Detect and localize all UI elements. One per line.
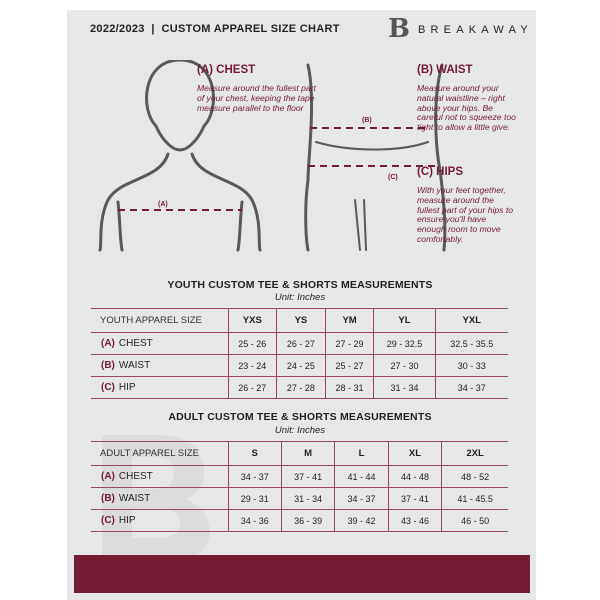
measurement-label: (A) CHEST [91,465,228,488]
page-title: 2022/2023 | CUSTOM APPAREL SIZE CHART [90,23,340,35]
brand-name: BREAKAWAY [418,24,533,36]
table-row: (C) HIP 26 - 27 27 - 28 28 - 31 31 - 34 34 - 3… [91,376,508,399]
hips-heading: (C) HIPS [417,166,463,178]
size-header: YM [324,308,374,333]
torso-right [434,63,447,252]
size-value-cell: 26 - 27 [227,376,277,399]
measurement-letter: (B) [101,360,115,371]
size-value-cell: 30 - 33 [434,354,508,377]
row-label-header: YOUTH APPAREL SIZE [91,308,228,333]
footer-band [74,555,530,593]
measurement-label: (A) CHEST [91,332,228,355]
size-value-cell: 26 - 27 [276,332,326,355]
size-value-cell: 39 - 42 [334,509,389,532]
hips-marker: (C) [388,174,398,181]
measurement-label: (B) WAIST [91,354,228,377]
adult-section-title: ADULT CUSTOM TEE & SHORTS MEASUREMENTS [168,411,432,423]
measurement-letter: (A) [101,338,115,349]
size-value-cell: 31 - 34 [280,487,335,510]
measurement-name: WAIST [118,493,151,504]
youth-size-table: YOUTH APPAREL SIZE YXS YS YM YL YXL (A) CHEST 25… [91,308,508,399]
measurement-label: (C) HIP [91,376,228,399]
left-shoulder [98,152,170,252]
right-shoulder [190,152,262,252]
size-value-cell: 23 - 24 [227,354,277,377]
table-row: (A) CHEST 34 - 37 37 - 41 41 - 44 44 - 48 48 -… [91,465,508,488]
size-value-cell: 25 - 27 [324,354,374,377]
size-header: YL [373,308,436,333]
size-header: XL [387,441,442,466]
size-value-cell: 34 - 37 [227,465,282,488]
row-label-header: ADULT APPAREL SIZE [91,441,228,466]
measurement-name: WAIST [118,360,151,371]
size-value-cell: 34 - 36 [227,509,282,532]
measurement-name: HIP [118,382,136,393]
waist-heading: (B) WAIST [417,64,473,76]
table-header-row: ADULT APPAREL SIZE S M L XL 2XL [91,441,508,466]
hips-description: With your feet together, measure around … [417,185,514,244]
size-value-cell: 28 - 31 [324,376,374,399]
chest-marker: (A) [158,201,168,208]
size-value-cell: 31 - 34 [373,376,436,399]
table-row: (B) WAIST 23 - 24 24 - 25 25 - 27 27 - 30 30 -… [91,354,508,377]
size-value-cell: 37 - 41 [280,465,335,488]
size-header: YXS [227,308,277,333]
size-header: 2XL [441,441,508,466]
size-value-cell: 48 - 52 [441,465,508,488]
waist-marker: (B) [362,117,372,124]
size-value-cell: 29 - 31 [227,487,282,510]
size-value-cell: 27 - 28 [276,376,326,399]
measurement-letter: (C) [101,382,115,393]
measurement-letter: (C) [101,515,115,526]
size-value-cell: 41 - 45.5 [441,487,508,510]
table-row: (C) HIP 34 - 36 36 - 39 39 - 42 43 - 46 46 - 5… [91,509,508,532]
chest-description: Measure around the fullest part of your … [197,83,316,113]
size-value-cell: 41 - 44 [334,465,389,488]
size-value-cell: 37 - 41 [387,487,442,510]
size-header: L [334,441,389,466]
size-value-cell: 43 - 46 [387,509,442,532]
chest-heading: (A) CHEST [197,64,256,76]
size-header: YS [276,308,326,333]
measurement-letter: (B) [101,493,115,504]
brand-logo-icon: B [388,14,410,44]
size-value-cell: 44 - 48 [387,465,442,488]
torso-left [304,63,314,252]
size-value-cell: 27 - 30 [373,354,436,377]
size-header: YXL [434,308,508,333]
table-header-row: YOUTH APPAREL SIZE YXS YS YM YL YXL [91,308,508,333]
measurement-label: (B) WAIST [91,487,228,510]
adult-size-table: ADULT APPAREL SIZE S M L XL 2XL (A) CHEST 34 - 3… [91,441,508,532]
body-figures-illustration: (A) (B) (C) [98,60,447,252]
size-header: S [227,441,282,466]
adult-unit: Unit: Inches [274,425,326,436]
size-value-cell: 32.5 - 35.5 [434,332,508,355]
measurement-letter: (A) [101,471,115,482]
table-row: (B) WAIST 29 - 31 31 - 34 34 - 37 37 - 41 41 -… [91,487,508,510]
size-header: M [280,441,335,466]
measurement-label: (C) HIP [91,509,228,532]
size-value-cell: 46 - 50 [441,509,508,532]
size-value-cell: 34 - 37 [434,376,508,399]
size-value-cell: 29 - 32.5 [373,332,436,355]
size-value-cell: 36 - 39 [280,509,335,532]
size-value-cell: 24 - 25 [276,354,326,377]
youth-unit: Unit: Inches [274,292,326,303]
measurement-name: CHEST [118,471,153,482]
measurement-name: CHEST [118,338,153,349]
waist-description: Measure around your natural waistline – … [417,83,516,133]
size-value-cell: 34 - 37 [334,487,389,510]
size-value-cell: 27 - 29 [324,332,374,355]
size-value-cell: 25 - 26 [227,332,277,355]
head-outline [145,60,215,152]
measurement-name: HIP [118,515,136,526]
youth-section-title: YOUTH CUSTOM TEE & SHORTS MEASUREMENTS [167,279,433,291]
table-row: (A) CHEST 25 - 26 26 - 27 27 - 29 29 - 32.5 32… [91,332,508,355]
